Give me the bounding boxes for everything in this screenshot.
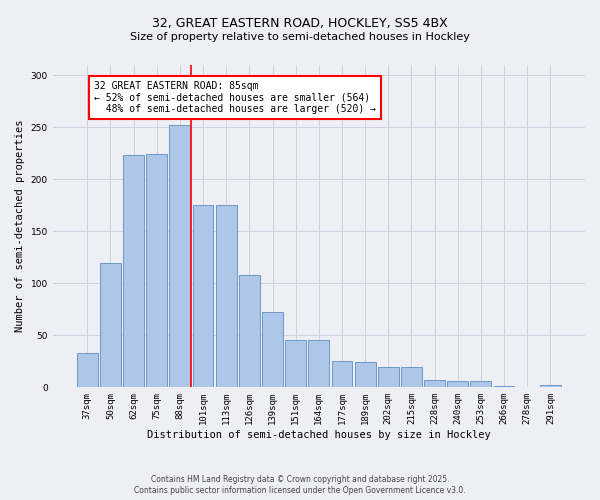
Bar <box>470 381 491 388</box>
Y-axis label: Number of semi-detached properties: Number of semi-detached properties <box>15 120 25 332</box>
Bar <box>262 312 283 388</box>
Bar <box>308 340 329 388</box>
Text: 32 GREAT EASTERN ROAD: 85sqm
← 52% of semi-detached houses are smaller (564)
  4: 32 GREAT EASTERN ROAD: 85sqm ← 52% of se… <box>94 80 376 114</box>
Bar <box>355 362 376 388</box>
Bar <box>146 154 167 388</box>
Text: Contains public sector information licensed under the Open Government Licence v3: Contains public sector information licen… <box>134 486 466 495</box>
Bar <box>494 386 514 388</box>
Text: Contains HM Land Registry data © Crown copyright and database right 2025.: Contains HM Land Registry data © Crown c… <box>151 475 449 484</box>
Bar <box>169 126 190 388</box>
Bar <box>378 366 399 388</box>
Text: 32, GREAT EASTERN ROAD, HOCKLEY, SS5 4BX: 32, GREAT EASTERN ROAD, HOCKLEY, SS5 4BX <box>152 18 448 30</box>
Bar <box>424 380 445 388</box>
Bar <box>285 340 306 388</box>
Bar <box>448 381 468 388</box>
X-axis label: Distribution of semi-detached houses by size in Hockley: Distribution of semi-detached houses by … <box>147 430 491 440</box>
Bar <box>100 262 121 388</box>
Bar <box>123 156 144 388</box>
Bar <box>401 366 422 388</box>
Bar <box>193 206 214 388</box>
Bar <box>239 275 260 388</box>
Bar <box>332 362 352 388</box>
Bar <box>540 386 561 388</box>
Bar <box>77 353 98 388</box>
Text: Size of property relative to semi-detached houses in Hockley: Size of property relative to semi-detach… <box>130 32 470 42</box>
Bar <box>216 206 236 388</box>
